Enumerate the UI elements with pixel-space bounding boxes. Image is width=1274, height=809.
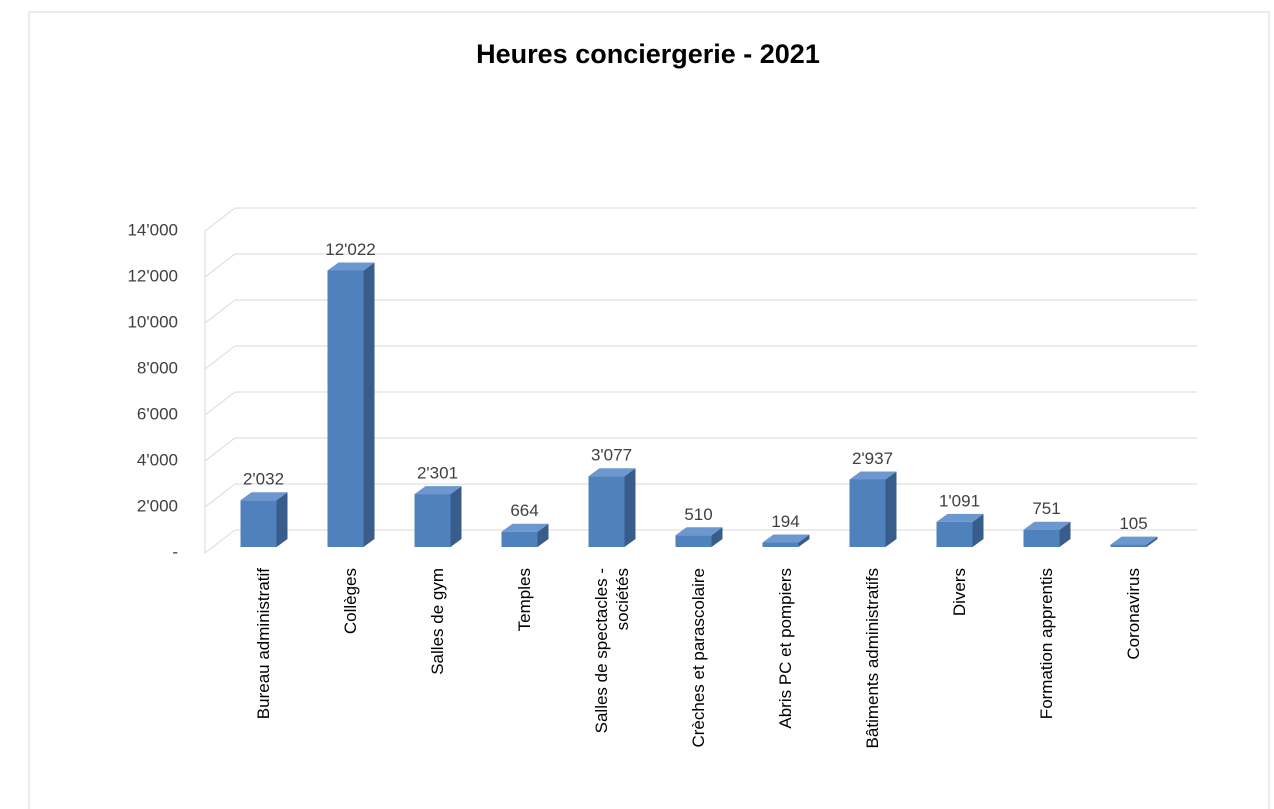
bar bbox=[588, 468, 636, 547]
y-tick-label: 12'000 bbox=[127, 266, 178, 285]
bar bbox=[675, 527, 723, 547]
bar-top bbox=[936, 513, 984, 522]
y-tick-label: 2'000 bbox=[137, 496, 178, 515]
grid-side bbox=[204, 299, 236, 324]
data-label: 105 bbox=[1119, 514, 1147, 533]
x-tick-label: Salles de spectacles - sociétés bbox=[591, 568, 632, 734]
y-tick-label: 8'000 bbox=[137, 358, 178, 377]
bar-top bbox=[588, 468, 636, 477]
y-tick-label: 4'000 bbox=[137, 450, 178, 469]
bar-front bbox=[327, 270, 364, 547]
bar bbox=[501, 523, 549, 547]
x-tick-label: Divers bbox=[950, 568, 969, 617]
grid-side bbox=[204, 253, 236, 278]
bar-front bbox=[936, 521, 973, 547]
bar-side bbox=[276, 492, 288, 547]
data-label: 1'091 bbox=[939, 491, 980, 510]
bar-side bbox=[972, 513, 984, 547]
bar-top bbox=[675, 527, 723, 536]
grid-side bbox=[204, 391, 236, 416]
bar bbox=[327, 262, 375, 547]
bar-side bbox=[1146, 536, 1158, 547]
bar bbox=[849, 471, 897, 547]
data-label: 2'032 bbox=[243, 470, 284, 489]
y-tick-label: 10'000 bbox=[127, 312, 178, 331]
chart-title: Heures conciergerie - 2021 bbox=[476, 39, 820, 69]
bar-front bbox=[1023, 529, 1060, 547]
data-label: 751 bbox=[1032, 499, 1060, 518]
bar bbox=[1110, 536, 1158, 547]
bar-front bbox=[762, 542, 799, 547]
bar-front bbox=[501, 531, 538, 547]
bar-front bbox=[675, 535, 712, 547]
data-label: 664 bbox=[510, 501, 538, 520]
bar-side bbox=[624, 468, 636, 547]
data-label: 194 bbox=[771, 512, 799, 531]
x-tick-label: Salles de gym bbox=[428, 568, 447, 675]
bar-front bbox=[1110, 544, 1147, 547]
bar-top bbox=[1110, 536, 1158, 545]
x-tick-label: Temples bbox=[515, 568, 534, 632]
chart-frame bbox=[28, 11, 1270, 809]
bar bbox=[240, 492, 288, 547]
grid-side bbox=[204, 437, 236, 462]
bar-side bbox=[537, 523, 549, 547]
grid-side bbox=[204, 345, 236, 370]
x-tick-label: Abris PC et pompiers bbox=[776, 568, 795, 729]
bar-top bbox=[762, 534, 810, 543]
bar-front bbox=[588, 476, 625, 547]
bar-top bbox=[501, 523, 549, 532]
data-label: 3'077 bbox=[591, 446, 632, 465]
bar-top bbox=[1023, 521, 1071, 530]
data-label: 510 bbox=[684, 505, 712, 524]
bar-side bbox=[450, 486, 462, 547]
bar-front bbox=[849, 479, 886, 547]
bar bbox=[762, 534, 810, 547]
x-tick-label: Crèches et parascolaire bbox=[689, 568, 708, 748]
x-tick-label: Bâtiments administratifs bbox=[863, 568, 882, 749]
bar-top bbox=[327, 262, 375, 271]
x-tick-label: Bureau administratif bbox=[254, 568, 273, 720]
x-tick-label: Collèges bbox=[341, 568, 360, 635]
data-label: 12'022 bbox=[325, 240, 376, 259]
bar bbox=[414, 486, 462, 547]
bar-side bbox=[885, 471, 897, 547]
bar-side bbox=[363, 262, 375, 547]
bar bbox=[936, 513, 984, 547]
y-tick-label: - bbox=[172, 542, 178, 561]
bar bbox=[1023, 521, 1071, 547]
bar-top bbox=[414, 486, 462, 495]
bar-top bbox=[849, 471, 897, 480]
bar-front bbox=[240, 500, 277, 547]
x-tick-label: Formation apprentis bbox=[1037, 568, 1056, 720]
y-tick-label: 14'000 bbox=[127, 220, 178, 239]
data-label: 2'937 bbox=[852, 449, 893, 468]
bar-side bbox=[798, 534, 810, 547]
grid-side bbox=[204, 207, 236, 232]
bar-side bbox=[1059, 521, 1071, 547]
bar-top bbox=[240, 492, 288, 501]
y-tick-label: 6'000 bbox=[137, 404, 178, 423]
grid-side bbox=[204, 483, 236, 508]
x-tick-label: Coronavirus bbox=[1124, 568, 1143, 660]
bar-side bbox=[711, 527, 723, 547]
bar-front bbox=[414, 494, 451, 547]
grid-side bbox=[204, 529, 236, 554]
data-label: 2'301 bbox=[417, 464, 458, 483]
